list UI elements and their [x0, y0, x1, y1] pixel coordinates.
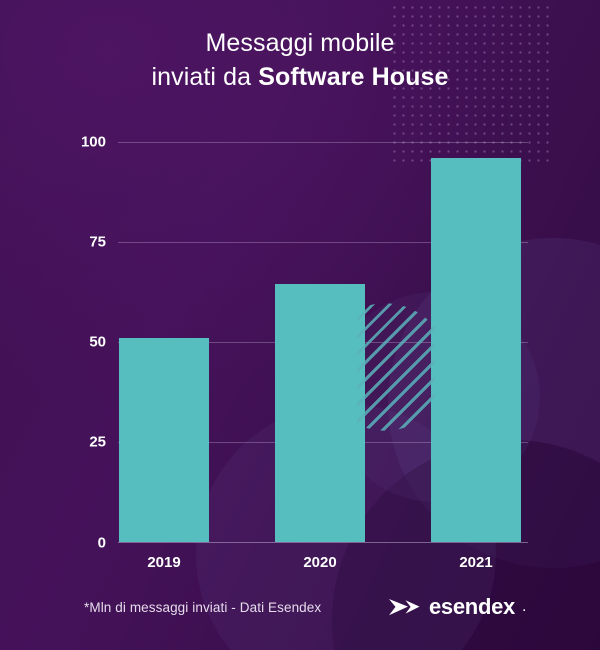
y-axis-tick-25: 25 [89, 433, 106, 451]
x-axis-tick-2019: 2019 [147, 554, 181, 571]
bar-2020[interactable] [275, 284, 365, 542]
bar-2019[interactable] [119, 338, 209, 542]
page-title-line-2-plain: inviati da [151, 63, 259, 91]
x-axis-tick-2020: 2020 [303, 554, 337, 571]
page-title-line-2: inviati da Software House [0, 60, 600, 94]
y-axis-tick-50: 50 [89, 333, 106, 351]
page-title: Messaggi mobile inviati da Software Hous… [0, 26, 600, 94]
esendex-logo-wordmark: esendex [429, 594, 515, 619]
y-axis-tick-100: 100 [80, 133, 106, 151]
x-axis-tick-2021: 2021 [459, 554, 493, 571]
x-axis-line [118, 542, 528, 543]
bar-2021[interactable] [431, 158, 521, 542]
y-axis-tick-75: 75 [89, 233, 106, 251]
page-title-line-2-bold: Software House [258, 63, 449, 91]
gridline-100 [118, 142, 528, 143]
esendex-chevron-icon [389, 599, 420, 616]
page-title-line-1: Messaggi mobile [205, 29, 395, 57]
y-axis-tick-0: 0 [97, 534, 106, 552]
gridline-75 [118, 242, 528, 243]
esendex-logo-dot: . [521, 598, 527, 615]
esendex-logo[interactable]: esendex . [388, 594, 526, 620]
chart-plot-area [118, 142, 528, 543]
footnote: *Mln di messaggi inviati - Dati Esendex [84, 600, 322, 615]
